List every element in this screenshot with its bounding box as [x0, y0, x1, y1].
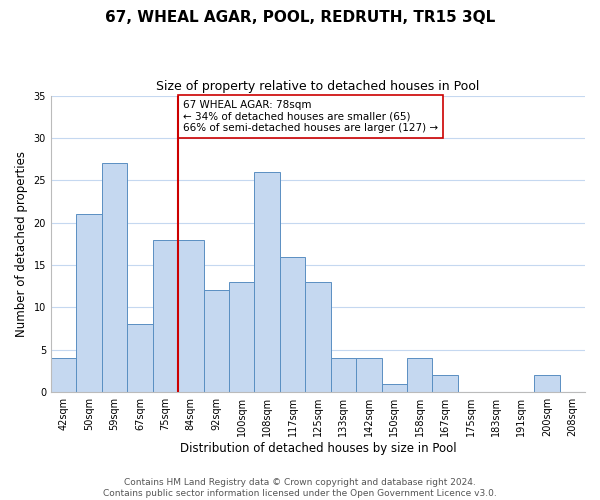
- Bar: [433, 376, 458, 392]
- Bar: [152, 240, 178, 392]
- Bar: [51, 358, 76, 392]
- Bar: [356, 358, 382, 392]
- Bar: [178, 240, 203, 392]
- Title: Size of property relative to detached houses in Pool: Size of property relative to detached ho…: [156, 80, 479, 93]
- Bar: [331, 358, 356, 392]
- Bar: [305, 282, 331, 392]
- Text: Contains HM Land Registry data © Crown copyright and database right 2024.
Contai: Contains HM Land Registry data © Crown c…: [103, 478, 497, 498]
- Bar: [229, 282, 254, 392]
- Y-axis label: Number of detached properties: Number of detached properties: [15, 151, 28, 337]
- Bar: [254, 172, 280, 392]
- Bar: [534, 376, 560, 392]
- Text: 67 WHEAL AGAR: 78sqm
← 34% of detached houses are smaller (65)
66% of semi-detac: 67 WHEAL AGAR: 78sqm ← 34% of detached h…: [183, 100, 438, 133]
- Bar: [102, 164, 127, 392]
- Bar: [127, 324, 152, 392]
- Bar: [407, 358, 433, 392]
- Bar: [203, 290, 229, 392]
- Bar: [382, 384, 407, 392]
- X-axis label: Distribution of detached houses by size in Pool: Distribution of detached houses by size …: [179, 442, 456, 455]
- Bar: [280, 256, 305, 392]
- Text: 67, WHEAL AGAR, POOL, REDRUTH, TR15 3QL: 67, WHEAL AGAR, POOL, REDRUTH, TR15 3QL: [105, 10, 495, 25]
- Bar: [76, 214, 102, 392]
